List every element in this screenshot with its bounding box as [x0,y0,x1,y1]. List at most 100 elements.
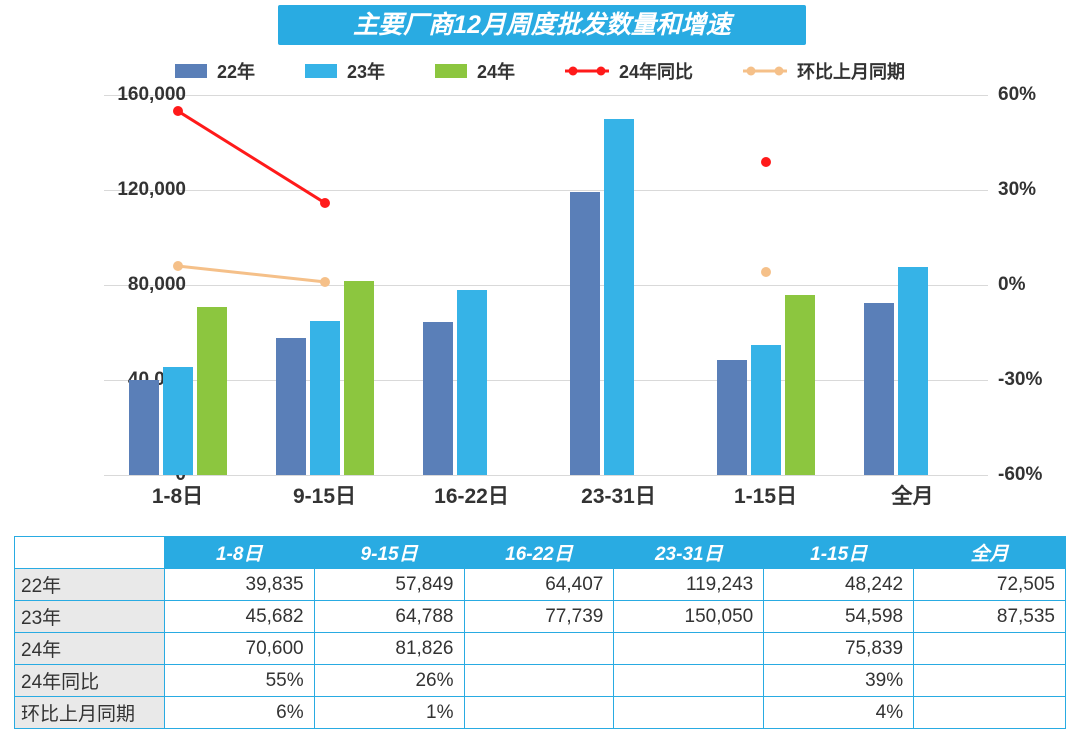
table-row: 22年39,83557,84964,407119,24348,24272,505 [15,569,1066,601]
chart-area: 主要厂商12月周度批发数量和增速 22年23年24年 24年同比 环比上月同期 … [0,0,1080,530]
table-cell [614,697,764,729]
line-marker [320,198,330,208]
table-cell [914,697,1066,729]
legend: 22年 23年 24年 24年同比 环比上月同期 [0,56,1080,86]
table-cell: 64,407 [464,569,614,601]
table-cell: 77,739 [464,601,614,633]
legend-label: 环比上月同期 [797,58,905,84]
table-cell [464,697,614,729]
bar [457,290,487,475]
table-row-header: 环比上月同期 [15,697,165,729]
table-cell: 75,839 [764,633,914,665]
table-cell: 72,505 [914,569,1066,601]
table-cell: 55% [164,665,314,697]
y-axis-right-label: -30% [998,369,1068,391]
table-cell [614,665,764,697]
table-cell: 64,788 [314,601,464,633]
table-corner [15,537,165,569]
legend-item: 24年 [435,58,515,84]
table-cell: 1% [314,697,464,729]
bar [717,360,747,475]
table-cell [914,665,1066,697]
y-axis-right-label: -60% [998,464,1068,486]
table-row-header: 24年同比 [15,665,165,697]
plot-area [104,95,988,475]
bar [163,367,193,475]
legend-item: 环比上月同期 [743,58,905,84]
table-row: 24年同比55%26% 39% [15,665,1066,697]
table-cell: 54,598 [764,601,914,633]
table-cell: 39,835 [164,569,314,601]
bar [344,281,374,475]
table-column-header: 23-31日 [614,537,764,569]
legend-swatch [435,64,467,78]
legend-label: 22年 [217,58,255,84]
table-column-header: 全月 [914,537,1066,569]
table-cell: 57,849 [314,569,464,601]
line-marker [173,106,183,116]
table-cell: 39% [764,665,914,697]
y-axis-right-label: 60% [998,84,1068,106]
line-marker [761,157,771,167]
table-row: 23年45,68264,78877,739150,05054,59887,535 [15,601,1066,633]
table-row: 24年70,60081,826 75,839 [15,633,1066,665]
legend-label: 23年 [347,58,385,84]
table-cell: 6% [164,697,314,729]
legend-label: 24年 [477,58,515,84]
line-marker [320,277,330,287]
table-cell: 87,535 [914,601,1066,633]
bar [570,192,600,475]
y-axis-right-label: 0% [998,274,1068,296]
table-cell: 48,242 [764,569,914,601]
legend-item: 22年 [175,58,255,84]
table-cell [614,633,764,665]
x-axis-label: 全月 [892,480,934,510]
bar [276,338,306,475]
x-axis-label: 23-31日 [581,480,656,510]
table-cell [464,633,614,665]
legend-label: 24年同比 [619,58,693,84]
bar [898,267,928,475]
gridline [104,475,988,476]
table-column-header: 1-8日 [164,537,314,569]
table-row-header: 22年 [15,569,165,601]
table-column-header: 16-22日 [464,537,614,569]
x-axis-label: 9-15日 [293,480,356,510]
x-axis-label: 1-8日 [152,480,203,510]
line-marker [173,261,183,271]
legend-swatch [305,64,337,78]
table-row: 环比上月同期6%1% 4% [15,697,1066,729]
chart-title: 主要厂商12月周度批发数量和增速 [278,5,806,45]
table-cell: 4% [764,697,914,729]
table-cell: 150,050 [614,601,764,633]
bar [751,345,781,475]
line-segment [178,111,325,203]
legend-swatch [175,64,207,78]
line-marker [761,267,771,277]
legend-item: 23年 [305,58,385,84]
y-axis-right-label: 30% [998,179,1068,201]
line-segment [178,266,325,282]
bar [864,303,894,475]
table-cell [464,665,614,697]
table-cell: 119,243 [614,569,764,601]
table-row-header: 24年 [15,633,165,665]
bar [129,380,159,475]
x-axis-label: 16-22日 [434,480,509,510]
table-cell: 70,600 [164,633,314,665]
table-cell: 45,682 [164,601,314,633]
table-row-header: 23年 [15,601,165,633]
legend-item: 24年同比 [565,58,693,84]
data-table: 1-8日9-15日16-22日23-31日1-15日全月 22年39,83557… [14,536,1066,729]
table-column-header: 1-15日 [764,537,914,569]
table-cell [914,633,1066,665]
bar [604,119,634,475]
bar [197,307,227,475]
table-cell: 26% [314,665,464,697]
x-axis-label: 1-15日 [734,480,797,510]
table-cell: 81,826 [314,633,464,665]
bar [423,322,453,475]
bar [310,321,340,475]
table-column-header: 9-15日 [314,537,464,569]
bar [785,295,815,475]
